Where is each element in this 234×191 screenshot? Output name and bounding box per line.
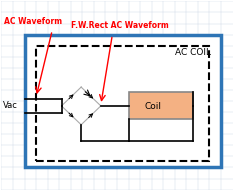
Bar — [25, 35, 221, 168]
Text: AC Waveform: AC Waveform — [4, 17, 62, 26]
Text: F.W.Rect AC Waveform: F.W.Rect AC Waveform — [71, 21, 168, 30]
Bar — [128, 92, 193, 119]
Text: AC COIL: AC COIL — [175, 48, 211, 57]
Bar — [36, 46, 209, 161]
Text: Coil: Coil — [144, 102, 161, 111]
Text: Vac: Vac — [3, 101, 17, 110]
